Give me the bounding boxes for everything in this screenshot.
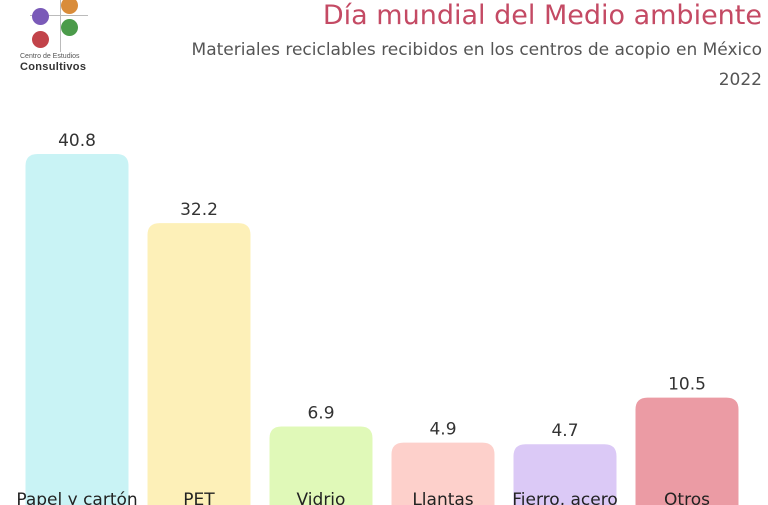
value-label-3: 4.9 [429,420,456,440]
bar-1 [147,223,251,505]
logo: Centro de Estudios Consultivos [14,0,104,75]
logo-vertical-line [60,0,61,52]
page-subtitle: Materiales reciclables recibidos en los … [191,40,762,60]
bar-4 [513,444,617,505]
bar-2 [269,426,373,505]
logo-dot-red [32,31,49,48]
value-label-5: 10.5 [668,375,706,395]
logo-text-line1: Centro de Estudios [20,53,80,60]
category-label-3: Llantas [412,490,473,505]
category-label-5: Otros [664,490,710,505]
logo-dot-purple [32,8,49,25]
page-title: Día mundial del Medio ambiente [322,0,762,31]
category-label-4: Fierro, acero [512,490,617,505]
value-label-0: 40.8 [58,131,96,151]
category-label-0: Papel y cartón [16,490,137,505]
logo-dot-orange [61,0,78,14]
logo-horizontal-line [30,15,88,16]
logo-dot-green [61,19,78,36]
bar-0 [25,154,129,505]
value-label-2: 6.9 [307,404,334,424]
logo-text-line2: Consultivos [20,61,87,73]
bar-5 [635,397,739,505]
category-label-1: PET [183,490,215,505]
value-label-4: 4.7 [551,421,578,441]
bar-3 [391,442,495,505]
value-label-1: 32.2 [180,200,218,220]
page-year: 2022 [718,70,762,90]
category-label-2: Vidrio [297,490,346,505]
